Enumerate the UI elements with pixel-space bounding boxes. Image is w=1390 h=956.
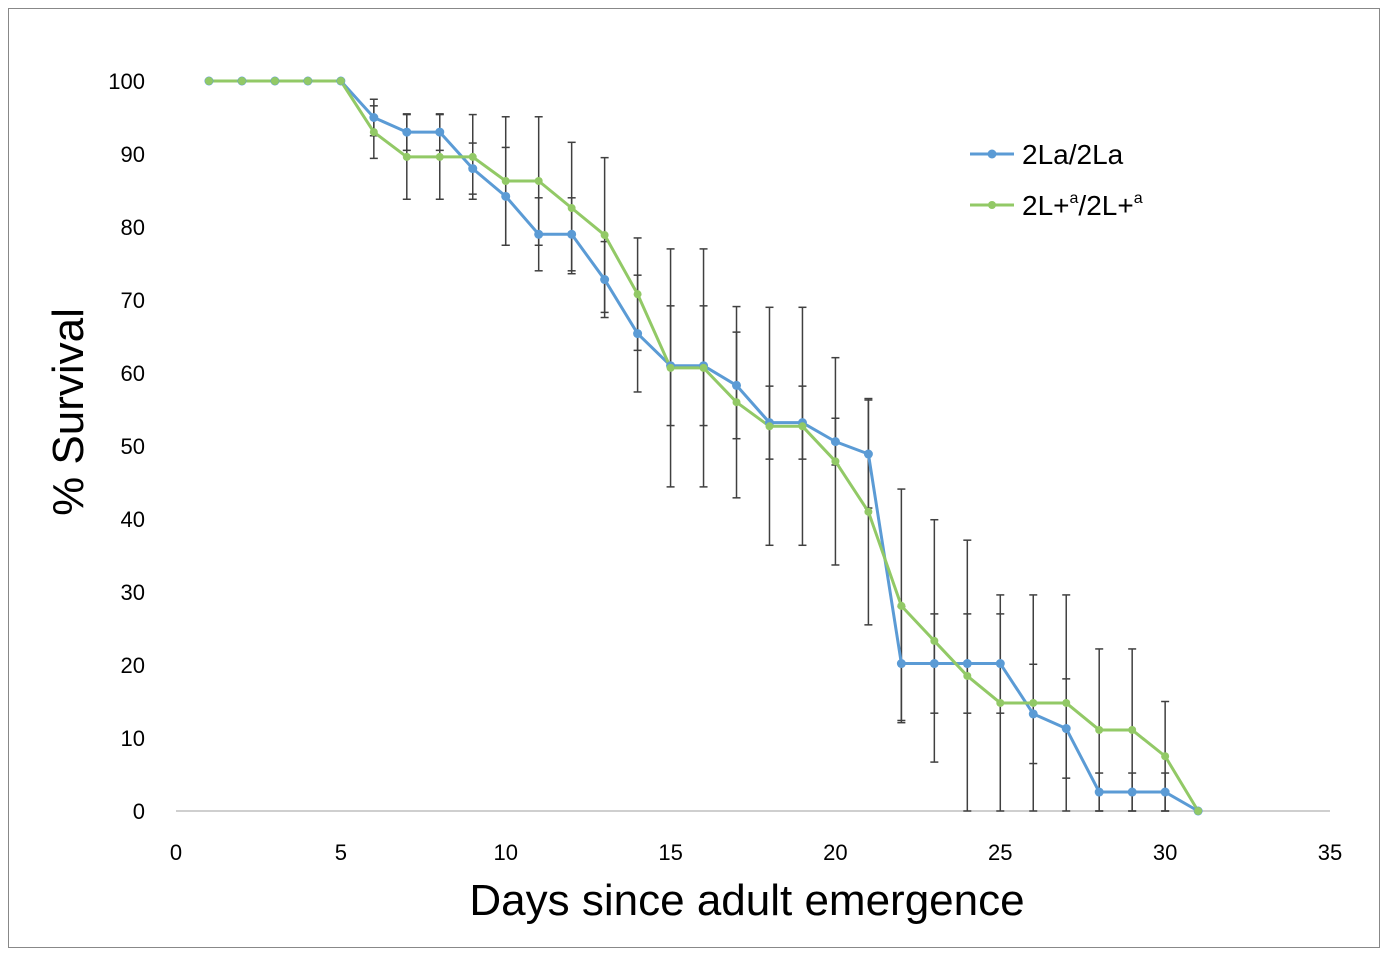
data-point-series-2 bbox=[1194, 807, 1203, 815]
y-tick-label: 90 bbox=[121, 142, 145, 167]
legend-entry-series-1: 2La/2La bbox=[970, 139, 1124, 170]
legend-entry-series-2: 2L+a/2L+a bbox=[970, 190, 1143, 221]
x-tick-label: 35 bbox=[1318, 840, 1342, 865]
data-point-series-2 bbox=[369, 128, 378, 137]
data-point-series-1 bbox=[732, 380, 742, 390]
data-point-series-1 bbox=[435, 127, 445, 137]
y-tick-label: 100 bbox=[108, 69, 145, 94]
data-point-series-2 bbox=[501, 177, 510, 186]
y-tick-label: 40 bbox=[121, 507, 145, 532]
data-point-series-1 bbox=[600, 275, 610, 285]
data-point-series-2 bbox=[732, 398, 741, 407]
data-point-series-1 bbox=[369, 113, 379, 122]
data-point-series-1 bbox=[863, 449, 873, 459]
data-point-series-1 bbox=[896, 659, 906, 669]
data-point-series-1 bbox=[830, 437, 840, 447]
data-point-series-2 bbox=[336, 77, 345, 85]
y-tick-label: 10 bbox=[121, 726, 145, 751]
data-point-series-1 bbox=[1160, 787, 1170, 797]
data-point-series-2 bbox=[1029, 698, 1038, 707]
data-point-series-2 bbox=[468, 152, 477, 161]
data-point-series-2 bbox=[1128, 725, 1137, 734]
data-point-series-2 bbox=[699, 363, 708, 372]
x-tick-label: 25 bbox=[988, 840, 1012, 865]
y-tick-label: 0 bbox=[133, 799, 145, 824]
data-point-series-2 bbox=[831, 457, 840, 466]
data-point-series-2 bbox=[897, 601, 906, 610]
tick-labels: 0 5 10 15 20 25 30 35 0 10 20 30 40 50 60 70 80 90 100 bbox=[108, 69, 1342, 865]
data-point-series-1 bbox=[567, 229, 577, 239]
y-tick-label: 70 bbox=[121, 288, 145, 313]
data-point-series-2 bbox=[237, 77, 246, 85]
x-tick-label: 0 bbox=[170, 840, 182, 865]
x-axis-title: Days since adult emergence bbox=[469, 876, 1024, 925]
data-point-series-2 bbox=[633, 290, 642, 299]
y-tick-label: 20 bbox=[121, 653, 145, 678]
legend-label-series-1: 2La/2La bbox=[1022, 139, 1124, 170]
data-point-series-1 bbox=[1028, 709, 1038, 719]
data-point-series-2 bbox=[798, 422, 807, 431]
data-point-series-2 bbox=[435, 152, 444, 161]
data-point-series-2 bbox=[534, 177, 543, 186]
y-tick-label: 50 bbox=[121, 434, 145, 459]
data-point-series-2 bbox=[567, 204, 576, 213]
data-point-series-2 bbox=[963, 671, 972, 680]
data-point-series-2 bbox=[666, 363, 675, 372]
data-point-series-1 bbox=[1094, 787, 1104, 797]
data-point-series-1 bbox=[468, 164, 478, 174]
series-points bbox=[204, 76, 1203, 816]
legend-label-series-2: 2L+a/2L+a bbox=[1022, 190, 1143, 221]
y-tick-label: 80 bbox=[121, 215, 145, 240]
data-point-series-1 bbox=[1061, 724, 1071, 734]
x-tick-label: 15 bbox=[658, 840, 682, 865]
data-point-series-2 bbox=[1161, 752, 1170, 761]
x-tick-label: 20 bbox=[823, 840, 847, 865]
data-point-series-2 bbox=[402, 152, 411, 161]
data-point-series-1 bbox=[402, 127, 412, 137]
data-point-series-2 bbox=[303, 77, 312, 85]
x-tick-label: 10 bbox=[493, 840, 517, 865]
data-point-series-2 bbox=[600, 231, 609, 240]
data-point-series-2 bbox=[765, 422, 774, 431]
data-point-series-2 bbox=[930, 636, 939, 645]
x-tick-label: 30 bbox=[1153, 840, 1177, 865]
legend: 2La/2La 2L+a/2L+a bbox=[970, 139, 1143, 221]
data-point-series-1 bbox=[962, 659, 972, 669]
data-point-series-1 bbox=[501, 191, 511, 201]
data-point-series-2 bbox=[204, 77, 213, 85]
x-tick-label: 5 bbox=[335, 840, 347, 865]
data-point-series-1 bbox=[633, 329, 643, 339]
data-point-series-2 bbox=[1062, 698, 1071, 707]
y-axis-title: % Survival bbox=[44, 308, 93, 516]
data-point-series-2 bbox=[864, 507, 873, 516]
data-point-series-1 bbox=[929, 659, 939, 669]
data-point-series-2 bbox=[1095, 725, 1104, 734]
y-tick-label: 30 bbox=[121, 580, 145, 605]
data-point-series-2 bbox=[996, 698, 1005, 707]
data-point-series-2 bbox=[270, 77, 279, 85]
data-point-series-1 bbox=[534, 229, 544, 239]
data-point-series-1 bbox=[995, 659, 1005, 669]
data-point-series-1 bbox=[1127, 787, 1137, 797]
y-tick-label: 60 bbox=[121, 361, 145, 386]
